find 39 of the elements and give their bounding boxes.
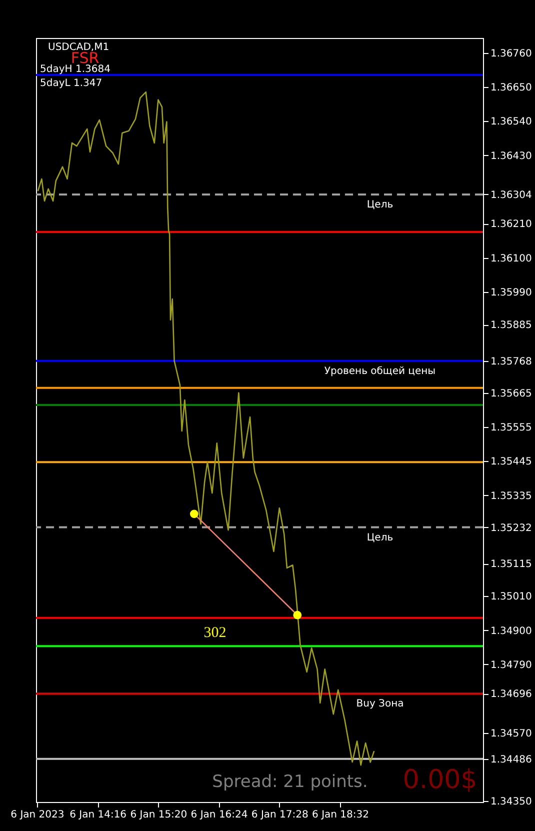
annotation: 5dayL 1.347 [40,78,102,89]
y-tick-label: 1.35885 [490,320,532,332]
ref-line-label: Цель [366,199,394,210]
ref-line-label: Цель [366,532,394,544]
y-tick-label: 1.35232 [490,522,532,534]
x-tick-label: 6 Jan 17:28 [251,810,308,820]
y-tick-label: 1.34696 [490,689,532,700]
y-tick-label: 1.35115 [490,559,532,570]
y-tick-label: 1.35990 [490,287,532,298]
y-tick-label: 1.35768 [490,356,532,368]
annotation: 5dayH 1.3684 [40,64,110,75]
annotation: 302 [204,625,226,641]
y-tick-label: 1.34790 [490,660,532,671]
y-tick-label: 1.35010 [490,592,532,603]
y-tick-label: 1.35335 [490,490,532,502]
x-tick-label: 6 Jan 14:16 [70,810,127,820]
y-tick-label: 1.36760 [490,48,532,60]
y-tick-label: 1.36540 [490,116,532,128]
annotation: 0.00$ [402,765,478,795]
y-tick-label: 1.34350 [490,796,532,808]
chart-title: USDCAD,M1 [48,42,110,53]
annotation: Spread: 21 points. [212,772,368,792]
y-tick-label: 1.35555 [490,422,532,434]
ref-line-label: Уровень общей цены [324,366,436,377]
y-tick-label: 1.36430 [490,150,532,162]
x-tick-label: 6 Jan 2023 [10,810,64,820]
y-tick-label: 1.35665 [490,388,532,400]
y-tick-label: 1.36100 [490,253,532,264]
y-tick-label: 1.36650 [490,82,532,94]
y-tick-label: 1.34900 [490,626,532,637]
x-tick-label: 6 Jan 16:24 [190,810,248,820]
x-tick-label: 6 Jan 15:20 [130,810,188,820]
x-tick-label: 6 Jan 18:32 [312,810,369,820]
ref-line-label: Buy Зона [356,698,404,710]
y-tick-label: 1.34570 [490,728,532,740]
y-tick-label: 1.36210 [490,219,532,230]
y-tick-label: 1.35445 [490,456,532,468]
y-tick-label: 1.36304 [490,190,532,201]
y-tick-label: 1.34486 [490,754,532,766]
